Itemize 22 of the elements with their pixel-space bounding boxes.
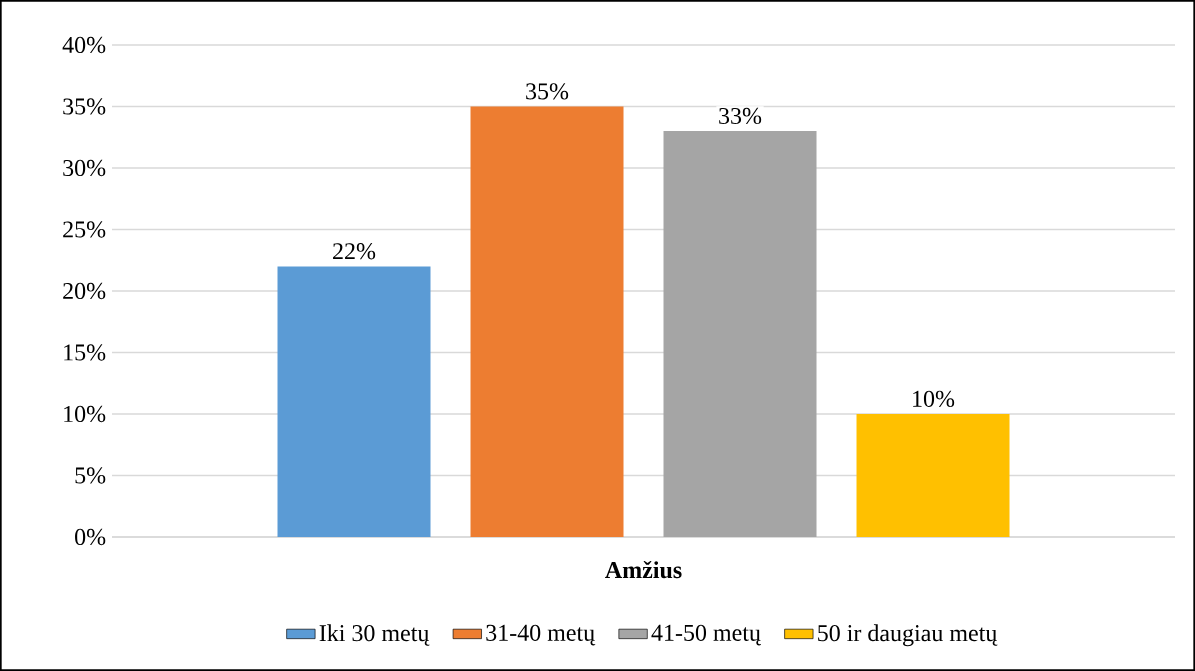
y-tick-label: 25% <box>63 221 106 238</box>
x-axis-title: Amžius <box>605 561 682 579</box>
y-tick-label: 30% <box>63 159 106 177</box>
legend-label: 41-50 metų <box>651 624 761 646</box>
y-tick-label: 0% <box>75 528 106 546</box>
bar <box>663 131 817 537</box>
y-tick-label: 20% <box>63 282 106 300</box>
legend-label: 31-40 metų <box>486 624 596 646</box>
bar <box>856 414 1010 537</box>
bar <box>470 106 624 537</box>
data-label: 35% <box>526 83 569 100</box>
y-tick-label: 15% <box>64 344 106 361</box>
y-tick-label: 5% <box>75 467 106 484</box>
data-label: 10% <box>913 390 955 407</box>
legend-label: Iki 30 metų <box>319 624 430 646</box>
data-label: 33% <box>719 107 762 125</box>
y-tick-label: 40% <box>62 36 106 54</box>
data-label: 22% <box>333 243 376 260</box>
legend-label: 50 ir daugiau metų <box>818 624 998 647</box>
y-tick-label: 35% <box>63 98 106 115</box>
bar <box>277 266 431 537</box>
y-tick-label: 10% <box>64 405 106 423</box>
